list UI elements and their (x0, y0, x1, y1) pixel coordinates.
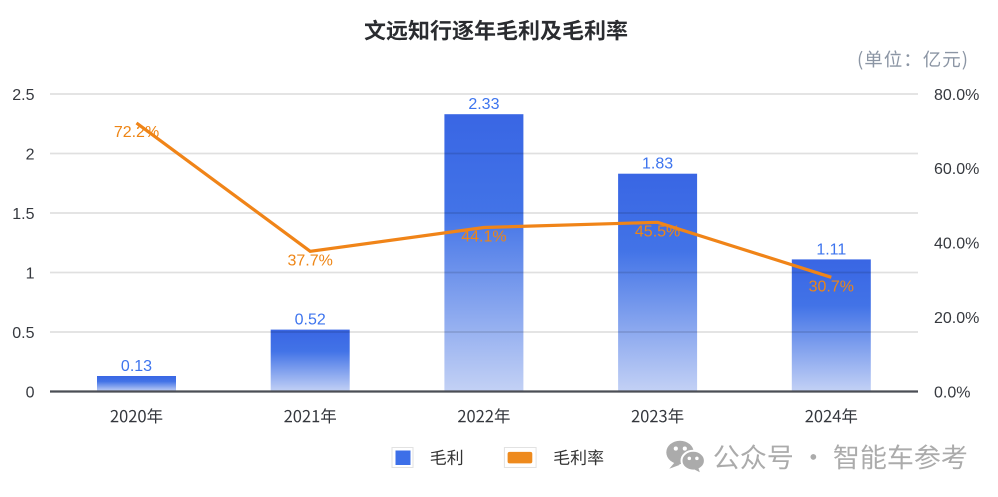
svg-text:37.7%: 37.7% (288, 252, 333, 269)
svg-text:72.2%: 72.2% (114, 124, 159, 141)
svg-text:2.33: 2.33 (468, 96, 499, 113)
svg-text:80.0%: 80.0% (934, 87, 979, 104)
svg-text:40.0%: 40.0% (934, 236, 979, 253)
svg-text:0.0%: 0.0% (934, 384, 970, 401)
svg-text:45.5%: 45.5% (635, 223, 680, 240)
svg-text:1.83: 1.83 (642, 156, 673, 173)
svg-text:1: 1 (26, 265, 35, 282)
svg-text:0.5: 0.5 (12, 325, 34, 342)
svg-text:30.7%: 30.7% (809, 278, 854, 295)
svg-text:2: 2 (26, 146, 35, 163)
svg-text:0.52: 0.52 (295, 312, 326, 329)
svg-text:1.11: 1.11 (816, 241, 846, 258)
svg-text:44.1%: 44.1% (461, 229, 506, 246)
svg-text:2.5: 2.5 (12, 87, 34, 104)
svg-text:0.13: 0.13 (121, 358, 152, 375)
svg-text:0: 0 (26, 384, 35, 401)
svg-text:20.0%: 20.0% (934, 310, 979, 327)
svg-text:1.5: 1.5 (12, 206, 34, 223)
svg-text:60.0%: 60.0% (934, 161, 979, 178)
